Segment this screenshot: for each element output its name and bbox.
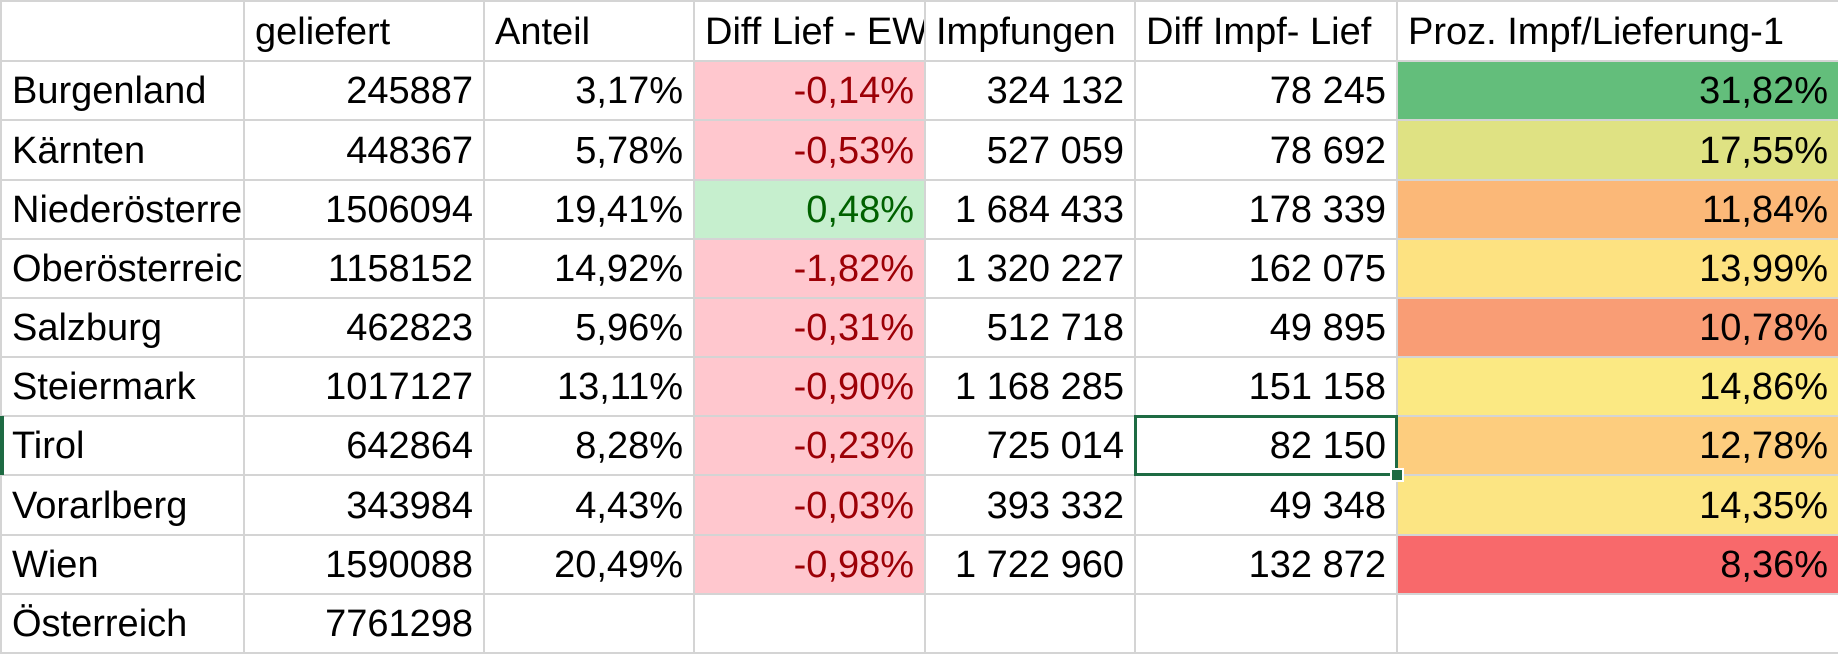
cell-diff-impf-lief[interactable]: 78 692: [1134, 119, 1398, 181]
cell-proz-impf-lieferung[interactable]: 12,78%: [1396, 415, 1838, 477]
cell-diff-impf-lief[interactable]: 132 872: [1134, 533, 1398, 595]
table-row: Burgenland 245887 3,17% -0,14% 324 132 78 245…: [0, 60, 1838, 122]
cell-proz-impf-lieferung[interactable]: 14,86%: [1396, 356, 1838, 418]
table-row: Tirol 642864 8,28% -0,23% 725 014 82 150 12,78…: [0, 415, 1838, 477]
cell-impfungen[interactable]: 1 320 227: [924, 237, 1136, 299]
table-row: Oberösterreich 1158152 14,92% -1,82% 1 320 2…: [0, 237, 1838, 299]
cell-geliefert[interactable]: 343984: [243, 474, 485, 536]
cell-diff-impf-lief[interactable]: 178 339: [1134, 178, 1398, 240]
cell-region[interactable]: Tirol: [0, 415, 245, 477]
cell-diff-impf-lief[interactable]: 49 348: [1134, 474, 1398, 536]
cell-region[interactable]: Oberösterreich: [0, 237, 245, 299]
header-cell-impfungen[interactable]: Impfungen: [924, 0, 1136, 63]
cell-diff-lief-ew[interactable]: -1,82%: [693, 237, 926, 299]
header-cell-anteil[interactable]: Anteil: [483, 0, 695, 63]
cell-diff-lief-ew[interactable]: 0,48%: [693, 178, 926, 240]
cell-impfungen[interactable]: 725 014: [924, 415, 1136, 477]
header-cell-geliefert[interactable]: geliefert: [243, 0, 485, 63]
cell-impfungen[interactable]: 512 718: [924, 296, 1136, 359]
cell-proz-impf-lieferung[interactable]: 17,55%: [1396, 119, 1838, 181]
cell-impfungen[interactable]: 527 059: [924, 119, 1136, 181]
cell-geliefert[interactable]: 642864: [243, 415, 485, 477]
cell-proz-impf-lieferung[interactable]: 31,82%: [1396, 60, 1838, 122]
header-row: geliefert Anteil Diff Lief - EW Impfunge…: [0, 0, 1838, 63]
cell-impfungen[interactable]: [924, 592, 1136, 654]
row-selection-indicator: [0, 416, 4, 476]
cell-anteil[interactable]: 14,92%: [483, 237, 695, 299]
table-row: Wien 1590088 20,49% -0,98% 1 722 960 132 872 8…: [0, 533, 1838, 595]
cell-anteil[interactable]: 5,96%: [483, 296, 695, 359]
cell-impfungen[interactable]: 324 132: [924, 60, 1136, 122]
cell-geliefert[interactable]: 448367: [243, 119, 485, 181]
cell-anteil[interactable]: 13,11%: [483, 356, 695, 418]
cell-proz-impf-lieferung[interactable]: 13,99%: [1396, 237, 1838, 299]
table-row: Steiermark 1017127 13,11% -0,90% 1 168 285 15…: [0, 356, 1838, 418]
header-cell-proz-impf-lieferung[interactable]: Proz. Impf/Lieferung-1: [1396, 0, 1838, 63]
cell-impfungen[interactable]: 393 332: [924, 474, 1136, 536]
cell-region[interactable]: Kärnten: [0, 119, 245, 181]
cell-diff-impf-lief[interactable]: [1134, 592, 1398, 654]
cell-proz-impf-lieferung[interactable]: [1396, 592, 1838, 654]
cell-anteil[interactable]: 3,17%: [483, 60, 695, 122]
cell-region[interactable]: Vorarlberg: [0, 474, 245, 536]
cell-proz-impf-lieferung[interactable]: 11,84%: [1396, 178, 1838, 240]
cell-geliefert[interactable]: 1017127: [243, 356, 485, 418]
header-cell-diff-impf-lief[interactable]: Diff Impf- Lief: [1134, 0, 1398, 63]
cell-diff-impf-lief[interactable]: 151 158: [1134, 356, 1398, 418]
cell-geliefert[interactable]: 1590088: [243, 533, 485, 595]
cell-diff-lief-ew[interactable]: [693, 592, 926, 654]
cell-geliefert[interactable]: 7761298: [243, 592, 485, 654]
cell-geliefert[interactable]: 1158152: [243, 237, 485, 299]
cell-diff-impf-lief[interactable]: 162 075: [1134, 237, 1398, 299]
table-row: Österreich 7761298: [0, 592, 1838, 654]
cell-diff-lief-ew[interactable]: -0,90%: [693, 356, 926, 418]
table-row: Niederösterreich150609419,41%0,48%1 684 …: [0, 178, 1838, 240]
cell-anteil[interactable]: 4,43%: [483, 474, 695, 536]
cell-region[interactable]: Wien: [0, 533, 245, 595]
cell-region[interactable]: Salzburg: [0, 296, 245, 359]
cell-impfungen[interactable]: 1 168 285: [924, 356, 1136, 418]
cell-impfungen[interactable]: 1 684 433: [924, 178, 1136, 240]
header-cell-diff-lief-ew[interactable]: Diff Lief - EW: [693, 0, 926, 63]
cell-anteil[interactable]: 20,49%: [483, 533, 695, 595]
table-row: Salzburg 462823 5,96% -0,31% 512 718 49 895 10…: [0, 296, 1838, 359]
cell-diff-lief-ew[interactable]: -0,53%: [693, 119, 926, 181]
table-row: Kärnten 448367 5,78% -0,53% 527 059 78 692 17,…: [0, 119, 1838, 181]
cell-diff-lief-ew[interactable]: -0,03%: [693, 474, 926, 536]
cell-anteil[interactable]: [483, 592, 695, 654]
cell-diff-lief-ew[interactable]: -0,98%: [693, 533, 926, 595]
cell-diff-impf-lief[interactable]: 49 895: [1134, 296, 1398, 359]
header-cell-region[interactable]: [0, 0, 245, 63]
cell-diff-lief-ew[interactable]: -0,23%: [693, 415, 926, 477]
table-row: Vorarlberg 343984 4,43% -0,03% 393 332 49 348…: [0, 474, 1838, 536]
cell-diff-lief-ew[interactable]: -0,14%: [693, 60, 926, 122]
cell-diff-impf-lief[interactable]: 78 245: [1134, 60, 1398, 122]
cell-region[interactable]: Steiermark: [0, 356, 245, 418]
cell-anteil[interactable]: 19,41%: [483, 178, 695, 240]
cell-region[interactable]: Niederösterreich: [0, 178, 245, 240]
cell-geliefert[interactable]: 245887: [243, 60, 485, 122]
cell-anteil[interactable]: 8,28%: [483, 415, 695, 477]
cell-impfungen[interactable]: 1 722 960: [924, 533, 1136, 595]
cell-region[interactable]: Österreich: [0, 592, 245, 654]
cell-anteil[interactable]: 5,78%: [483, 119, 695, 181]
cell-proz-impf-lieferung[interactable]: 14,35%: [1396, 474, 1838, 536]
cell-diff-impf-lief[interactable]: 82 150: [1134, 415, 1398, 477]
cell-proz-impf-lieferung[interactable]: 10,78%: [1396, 296, 1838, 359]
cell-geliefert[interactable]: 1506094: [243, 178, 485, 240]
cell-proz-impf-lieferung[interactable]: 8,36%: [1396, 533, 1838, 595]
fill-handle[interactable]: [1390, 468, 1404, 483]
cell-diff-lief-ew[interactable]: -0,31%: [693, 296, 926, 359]
cell-geliefert[interactable]: 462823: [243, 296, 485, 359]
cell-region[interactable]: Burgenland: [0, 60, 245, 122]
